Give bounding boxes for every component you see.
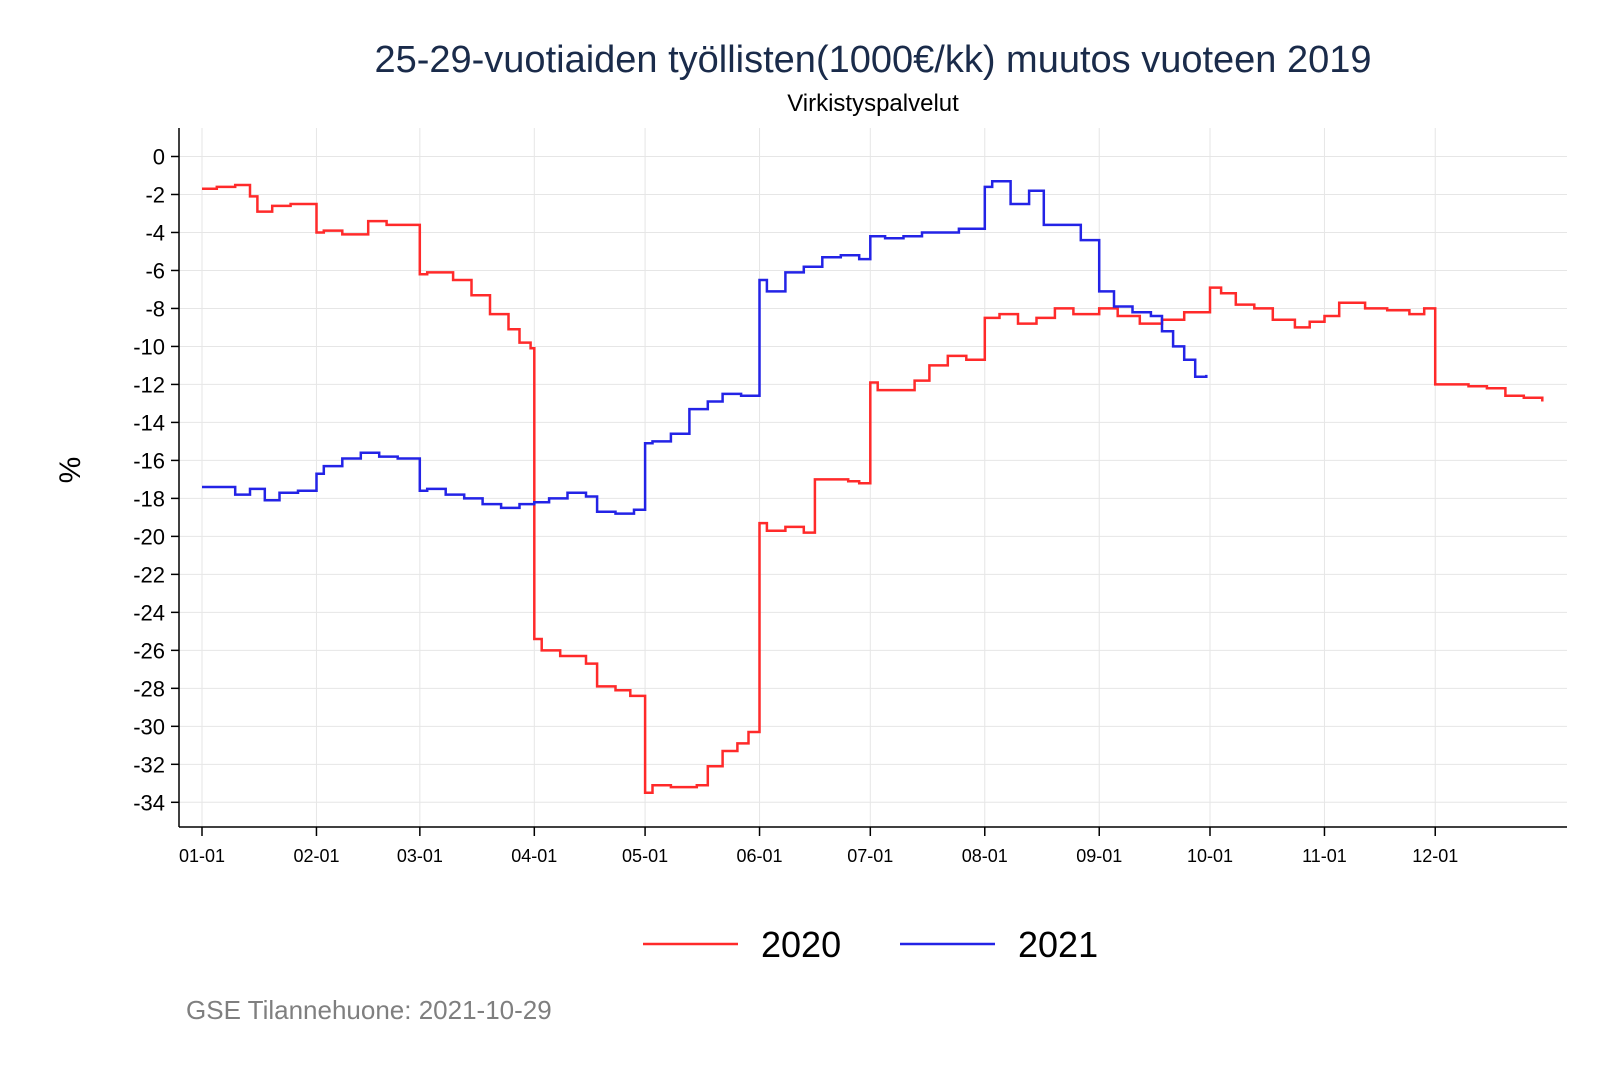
legend-label-2020: 2020 xyxy=(761,924,841,965)
x-tick-label: 08-01 xyxy=(962,846,1008,866)
y-axis-ticks: 0 -2 -4 -6 -8 -10 -12 -14 -16 -18 -20 -22 -24 -26 -28 -… xyxy=(133,144,179,815)
y-tick-label: -28 xyxy=(133,676,165,701)
source-caption: GSE Tilannehuone: 2021-10-29 xyxy=(186,995,552,1025)
x-tick-label: 09-01 xyxy=(1076,846,1122,866)
x-tick-label: 01-01 xyxy=(179,846,225,866)
y-tick-label: -20 xyxy=(133,524,165,549)
y-tick-label: -12 xyxy=(133,372,165,397)
x-tick-label: 02-01 xyxy=(293,846,339,866)
x-tick-label: 05-01 xyxy=(622,846,668,866)
x-tick-label: 04-01 xyxy=(511,846,557,866)
y-tick-label: -16 xyxy=(133,448,165,473)
x-tick-label: 10-01 xyxy=(1187,846,1233,866)
x-axis-ticks: 01-01 02-01 03-01 04-01 05-01 06-01 07-01 08-01… xyxy=(179,827,1458,866)
y-tick-label: -30 xyxy=(133,714,165,739)
series-line-2020 xyxy=(202,183,1544,795)
y-tick-label: -26 xyxy=(133,638,165,663)
legend-label-2021: 2021 xyxy=(1018,924,1098,965)
y-tick-label: -34 xyxy=(133,790,165,815)
x-tick-label: 11-01 xyxy=(1302,846,1347,866)
y-tick-label: -18 xyxy=(133,486,165,511)
y-tick-label: -8 xyxy=(145,296,165,321)
x-tick-label: 12-01 xyxy=(1412,846,1458,866)
y-tick-label: -14 xyxy=(133,410,165,435)
x-tick-label: 03-01 xyxy=(397,846,443,866)
y-tick-label: -22 xyxy=(133,562,165,587)
grid-lines xyxy=(179,128,1567,827)
y-tick-label: -2 xyxy=(145,182,165,207)
chart-subtitle: Virkistyspalvelut xyxy=(787,90,959,117)
chart-title: 25-29-vuotiaiden työllisten(1000€/kk) mu… xyxy=(374,39,1371,81)
axes xyxy=(178,128,1567,828)
y-tick-label: -24 xyxy=(133,600,165,625)
y-tick-label: -4 xyxy=(145,220,165,245)
y-tick-label: -10 xyxy=(133,334,165,359)
legend: 2020 2021 xyxy=(643,924,1098,965)
series-line-2021 xyxy=(202,179,1208,515)
y-axis-label: % xyxy=(54,457,87,484)
series-lines xyxy=(202,179,1544,795)
x-tick-label: 06-01 xyxy=(737,846,783,866)
y-tick-label: -32 xyxy=(133,752,165,777)
y-tick-label: -6 xyxy=(145,258,165,283)
x-tick-label: 07-01 xyxy=(847,846,893,866)
y-tick-label: 0 xyxy=(153,144,165,169)
